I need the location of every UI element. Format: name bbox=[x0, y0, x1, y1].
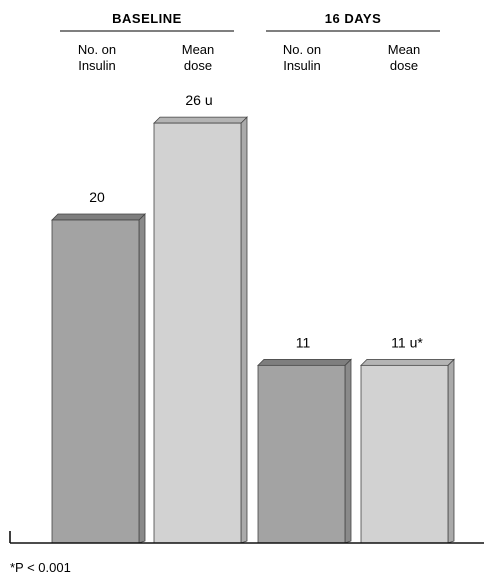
value-label-16-days-insulin: 11 bbox=[296, 334, 311, 350]
group-title-baseline: BASELINE bbox=[112, 11, 182, 26]
column-head-baseline-insulin-line1: No. on bbox=[78, 42, 116, 57]
bar-top-16-days-dose bbox=[360, 358, 455, 366]
bar-16-days-dose bbox=[360, 364, 449, 544]
column-head-baseline-dose-line1: Mean bbox=[182, 42, 215, 57]
column-head-16-days-dose-line2: dose bbox=[390, 58, 418, 73]
column-head-16-days-insulin-line2: Insulin bbox=[283, 58, 321, 73]
value-label-baseline-dose: 26 u bbox=[185, 92, 212, 108]
column-head-16-days-insulin-line1: No. on bbox=[283, 42, 321, 57]
bars-layer bbox=[51, 116, 455, 544]
footnote: *P < 0.001 bbox=[10, 560, 71, 575]
bar-side-16-days-insulin bbox=[344, 358, 352, 544]
column-head-baseline-insulin-line2: Insulin bbox=[78, 58, 116, 73]
bar-baseline-insulin bbox=[51, 219, 140, 544]
bar-side-baseline-insulin bbox=[138, 213, 146, 544]
bar-top-baseline-dose bbox=[153, 116, 248, 124]
column-head-16-days-dose-line1: Mean bbox=[388, 42, 421, 57]
bar-top-baseline-insulin bbox=[51, 213, 146, 221]
column-head-baseline-dose-line2: dose bbox=[184, 58, 212, 73]
bar-baseline-dose bbox=[153, 122, 242, 544]
value-label-baseline-insulin: 20 bbox=[89, 189, 105, 205]
bar-side-baseline-dose bbox=[240, 116, 248, 544]
value-label-16-days-dose: 11 u* bbox=[391, 334, 423, 350]
bar-16-days-insulin bbox=[257, 364, 346, 544]
group-title-16-days: 16 DAYS bbox=[325, 11, 382, 26]
bar-top-16-days-insulin bbox=[257, 358, 352, 366]
bar-side-16-days-dose bbox=[447, 358, 455, 544]
